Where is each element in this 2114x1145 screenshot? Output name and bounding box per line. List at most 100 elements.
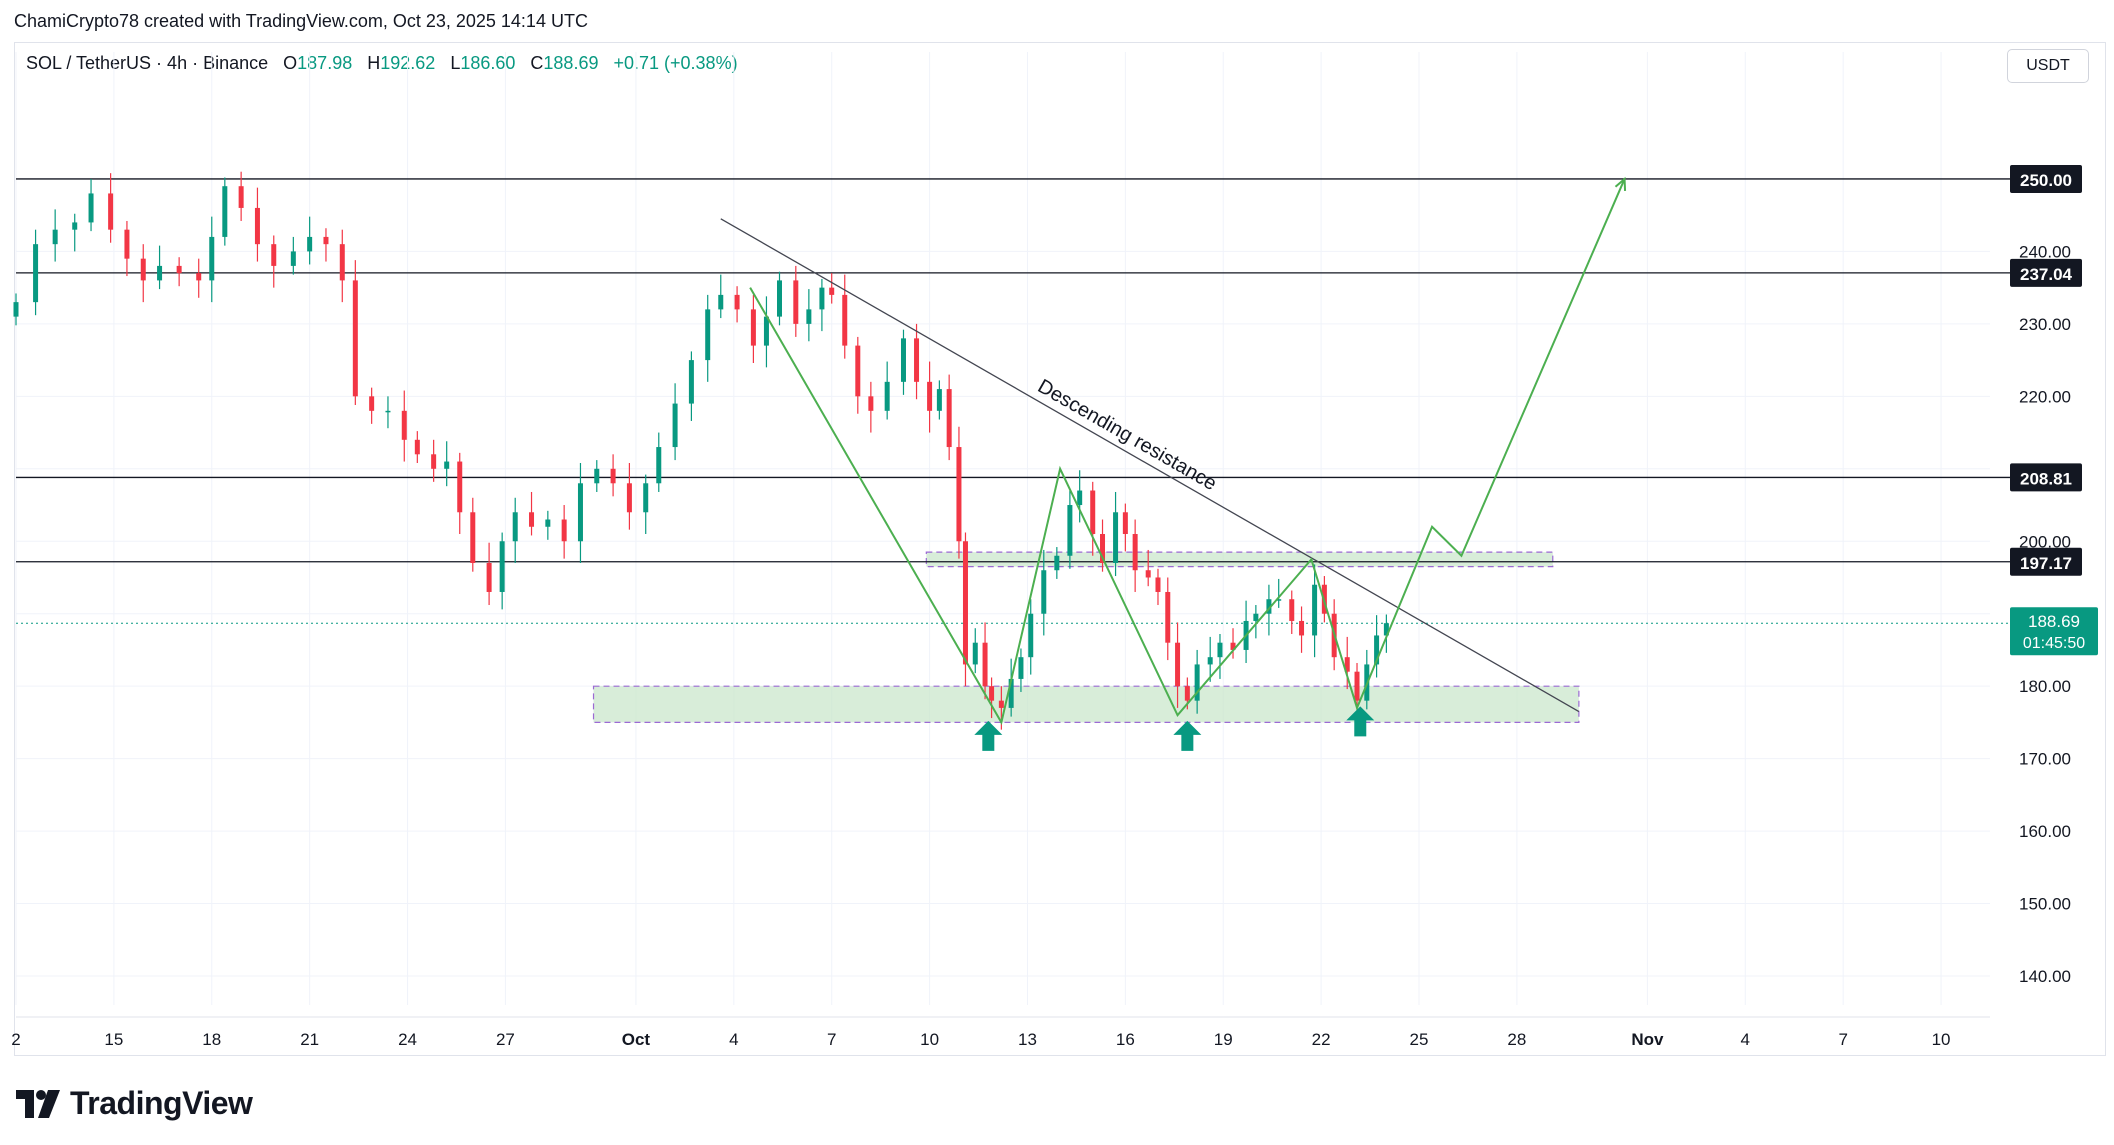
x-tick-label: 7 (827, 1030, 836, 1049)
y-tick-label: 160.00 (2019, 822, 2071, 841)
candle-body (545, 519, 551, 527)
candle-body (1113, 512, 1119, 563)
candle-body (1299, 620, 1305, 636)
candle-body (1383, 623, 1389, 636)
candle-body (1090, 490, 1096, 535)
y-tick-label: 150.00 (2019, 895, 2071, 914)
candle-body (369, 396, 375, 411)
candle-body (1018, 657, 1024, 679)
x-tick-label: 10 (920, 1030, 939, 1049)
price-level-badge (2010, 258, 2082, 287)
x-tick-label: 15 (104, 1030, 123, 1049)
candle-body (529, 512, 535, 527)
up-arrow-icon (1346, 706, 1375, 737)
x-tick-label: 25 (1410, 1030, 1429, 1049)
candle-body (385, 410, 391, 413)
candle-body (610, 468, 616, 484)
x-tick-label: 28 (1507, 1030, 1526, 1049)
candle-body (486, 562, 492, 592)
candle-body (52, 229, 58, 245)
candle-body (401, 410, 407, 440)
candle-body (108, 193, 114, 230)
candle-body (1041, 570, 1047, 614)
price-level-label: 208.81 (2020, 469, 2072, 488)
candle-body (1008, 678, 1014, 708)
candle-body (13, 302, 19, 317)
tradingview-logo-icon (16, 1089, 60, 1118)
candle-body (1175, 642, 1181, 687)
x-tick-label: Nov (1631, 1030, 1664, 1049)
candle-body (1289, 599, 1295, 621)
support-zone (592, 685, 1580, 724)
y-tick-label: 200.00 (2019, 532, 2071, 551)
candle-body (561, 519, 567, 542)
x-tick-label: 21 (300, 1030, 319, 1049)
x-tick-label: 4 (1741, 1030, 1750, 1049)
candle-body (927, 381, 933, 411)
candle-body (307, 236, 313, 252)
candle-body (776, 280, 782, 317)
candle-body (140, 258, 146, 281)
close-value: 188.69 (543, 53, 599, 73)
open-value: 187.98 (297, 53, 353, 73)
currency-button[interactable]: USDT (2007, 49, 2089, 83)
projection-path (749, 178, 1626, 726)
price-level-label: 197.17 (2020, 554, 2072, 573)
candle-body (124, 229, 130, 259)
y-tick-label: 230.00 (2019, 315, 2071, 334)
candle-body (1354, 671, 1360, 701)
candle-body (982, 642, 988, 687)
candle-body (1155, 577, 1161, 592)
price-level-label: 250.00 (2020, 171, 2072, 190)
x-tick-label: 10 (1932, 1030, 1951, 1049)
candle-body (936, 389, 942, 411)
candle-body (238, 186, 244, 208)
candle-body (414, 439, 420, 455)
candle-body (750, 309, 756, 346)
candle-body (972, 642, 978, 665)
current-price-badge (2010, 607, 2098, 656)
change-value: +0.71 (+0.38%) (613, 53, 738, 73)
candle-body (209, 236, 215, 281)
low-value: 186.60 (460, 53, 516, 73)
candle-body (842, 294, 848, 346)
candle-body (656, 447, 662, 484)
y-tick-label: 180.00 (2019, 677, 2071, 696)
candle-body (594, 468, 600, 484)
tradingview-logo[interactable]: TradingView (16, 1085, 253, 1122)
candle-body (1054, 555, 1060, 571)
symbol-label[interactable]: SOL / TetherUS · 4h · Binance (26, 53, 269, 73)
candle-body (946, 389, 952, 448)
price-level-badge (2010, 164, 2082, 193)
chart-credit: ChamiCrypto78 created with TradingView.c… (14, 11, 588, 31)
candle-body (271, 244, 277, 266)
chart-frame (14, 42, 2106, 1056)
candle-body (157, 265, 163, 281)
descending-trendline (720, 218, 1580, 713)
candle-body (672, 403, 678, 448)
x-tick-label: 2 (11, 1030, 20, 1049)
candle-body (512, 512, 518, 542)
candle-body (806, 309, 812, 324)
current-price-label: 188.69 (2028, 612, 2080, 631)
candle-body (1276, 599, 1282, 601)
x-tick-label: 4 (729, 1030, 738, 1049)
projection-arrowhead (1614, 176, 1627, 191)
candle-body (1077, 490, 1083, 506)
price-level-label: 237.04 (2020, 265, 2073, 284)
candle-body (734, 294, 740, 310)
candle-body (88, 193, 94, 223)
x-tick-label: 27 (496, 1030, 515, 1049)
candle-body (1253, 613, 1259, 621)
x-tick-label: 24 (398, 1030, 417, 1049)
candle-body (1165, 591, 1171, 643)
candle-body (33, 244, 39, 303)
candle-body (1122, 512, 1128, 535)
candle-body (1217, 642, 1223, 658)
candle-body (914, 338, 920, 382)
candle-body (1312, 584, 1318, 636)
x-tick-label: 22 (1312, 1030, 1331, 1049)
candle-body (962, 541, 968, 665)
candle-body (989, 686, 995, 701)
